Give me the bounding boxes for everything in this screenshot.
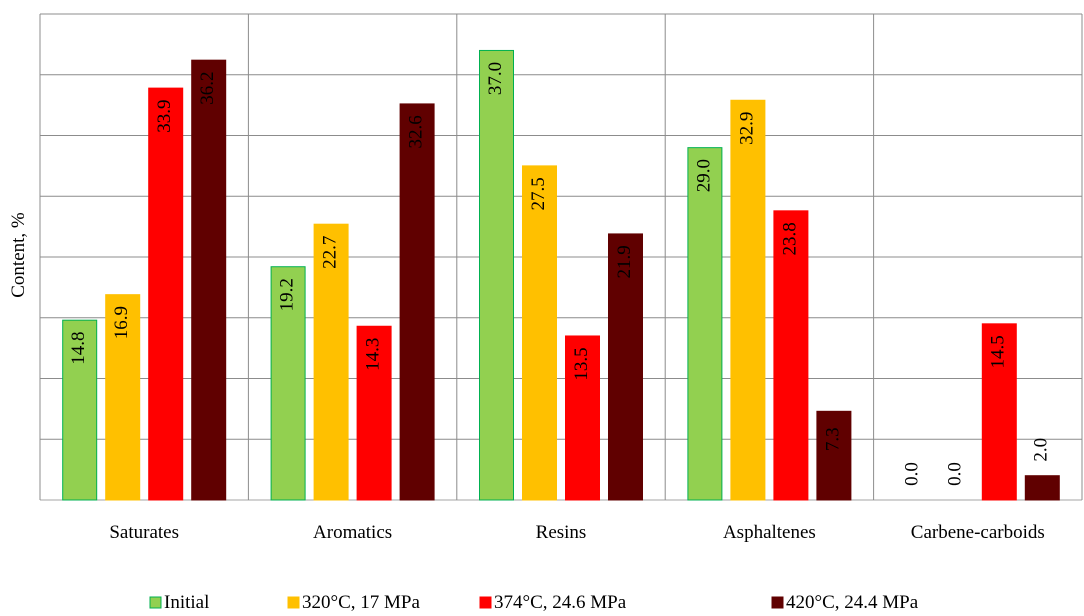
- bar-value-label: 0.0: [945, 462, 966, 486]
- bar-value-label: 29.0: [693, 159, 714, 192]
- bar-value-label: 0.0: [902, 462, 923, 486]
- legend-swatch: [287, 596, 300, 609]
- bar: [981, 323, 1017, 501]
- bar-value-label: 32.9: [736, 112, 757, 145]
- bar-value-label: 36.2: [197, 72, 218, 105]
- bar-value-label: 14.3: [362, 338, 383, 371]
- legend-entry: Initial: [164, 592, 209, 613]
- bar: [270, 266, 306, 501]
- legend-swatch: [771, 596, 784, 609]
- bar-value-label: 33.9: [154, 99, 175, 132]
- bars: [62, 49, 1060, 501]
- bar-value-label: 14.5: [988, 335, 1009, 368]
- bar: [565, 335, 600, 501]
- bar: [313, 223, 349, 501]
- legend-entry: 420°C, 24.4 MPa: [786, 592, 919, 613]
- bar: [522, 165, 557, 501]
- legend-swatch: [149, 596, 162, 609]
- category-tick-label: Carbene-carboids: [911, 522, 1045, 543]
- bar: [62, 319, 98, 501]
- bar-value-label: 2.0: [1031, 438, 1052, 462]
- legend: Initial 320°C, 17 MPa 374°C, 24.6 MPa 420°C…: [149, 592, 919, 613]
- bar: [816, 410, 852, 501]
- bar-value-label: 13.5: [571, 347, 592, 380]
- y-axis-label: Content, %: [8, 212, 29, 298]
- bar-value-label: 22.7: [319, 236, 340, 269]
- legend-entry: 320°C, 17 MPa: [302, 592, 420, 613]
- bar: [479, 49, 514, 501]
- category-tick-label: Asphaltenes: [723, 522, 816, 543]
- bar-value-label: 27.5: [528, 177, 549, 210]
- bar: [608, 233, 643, 501]
- bar-value-label: 21.9: [614, 245, 635, 278]
- legend-entry: 374°C, 24.6 MPa: [494, 592, 627, 613]
- bar: [105, 294, 141, 501]
- category-tick-label: Saturates: [109, 522, 179, 543]
- bar: [687, 147, 723, 501]
- bar: [1024, 475, 1060, 501]
- bar-value-label: 32.6: [405, 115, 426, 148]
- bar: [148, 87, 184, 501]
- legend-swatch: [479, 596, 492, 609]
- category-tick-label: Aromatics: [313, 522, 392, 543]
- data-labels: 14.8 16.9 33.9 36.2 19.2 22.7 14.3 32.6 37.0 27.5…: [68, 62, 1052, 486]
- bar-value-label: 37.0: [485, 62, 506, 95]
- bar-value-label: 7.3: [822, 427, 843, 451]
- bar: [356, 325, 392, 501]
- bar-value-label: 16.9: [111, 306, 132, 339]
- bar-value-label: 14.8: [68, 332, 89, 365]
- bar: [773, 210, 809, 501]
- bar-value-label: 23.8: [779, 222, 800, 255]
- bar: [730, 99, 766, 501]
- category-tick-label: Resins: [536, 522, 587, 543]
- bar: [191, 59, 227, 501]
- category-labels: Saturates Aromatics Resins Asphaltenes Carbe…: [109, 522, 1044, 543]
- bar: [399, 103, 435, 501]
- bar-value-label: 19.2: [276, 278, 297, 311]
